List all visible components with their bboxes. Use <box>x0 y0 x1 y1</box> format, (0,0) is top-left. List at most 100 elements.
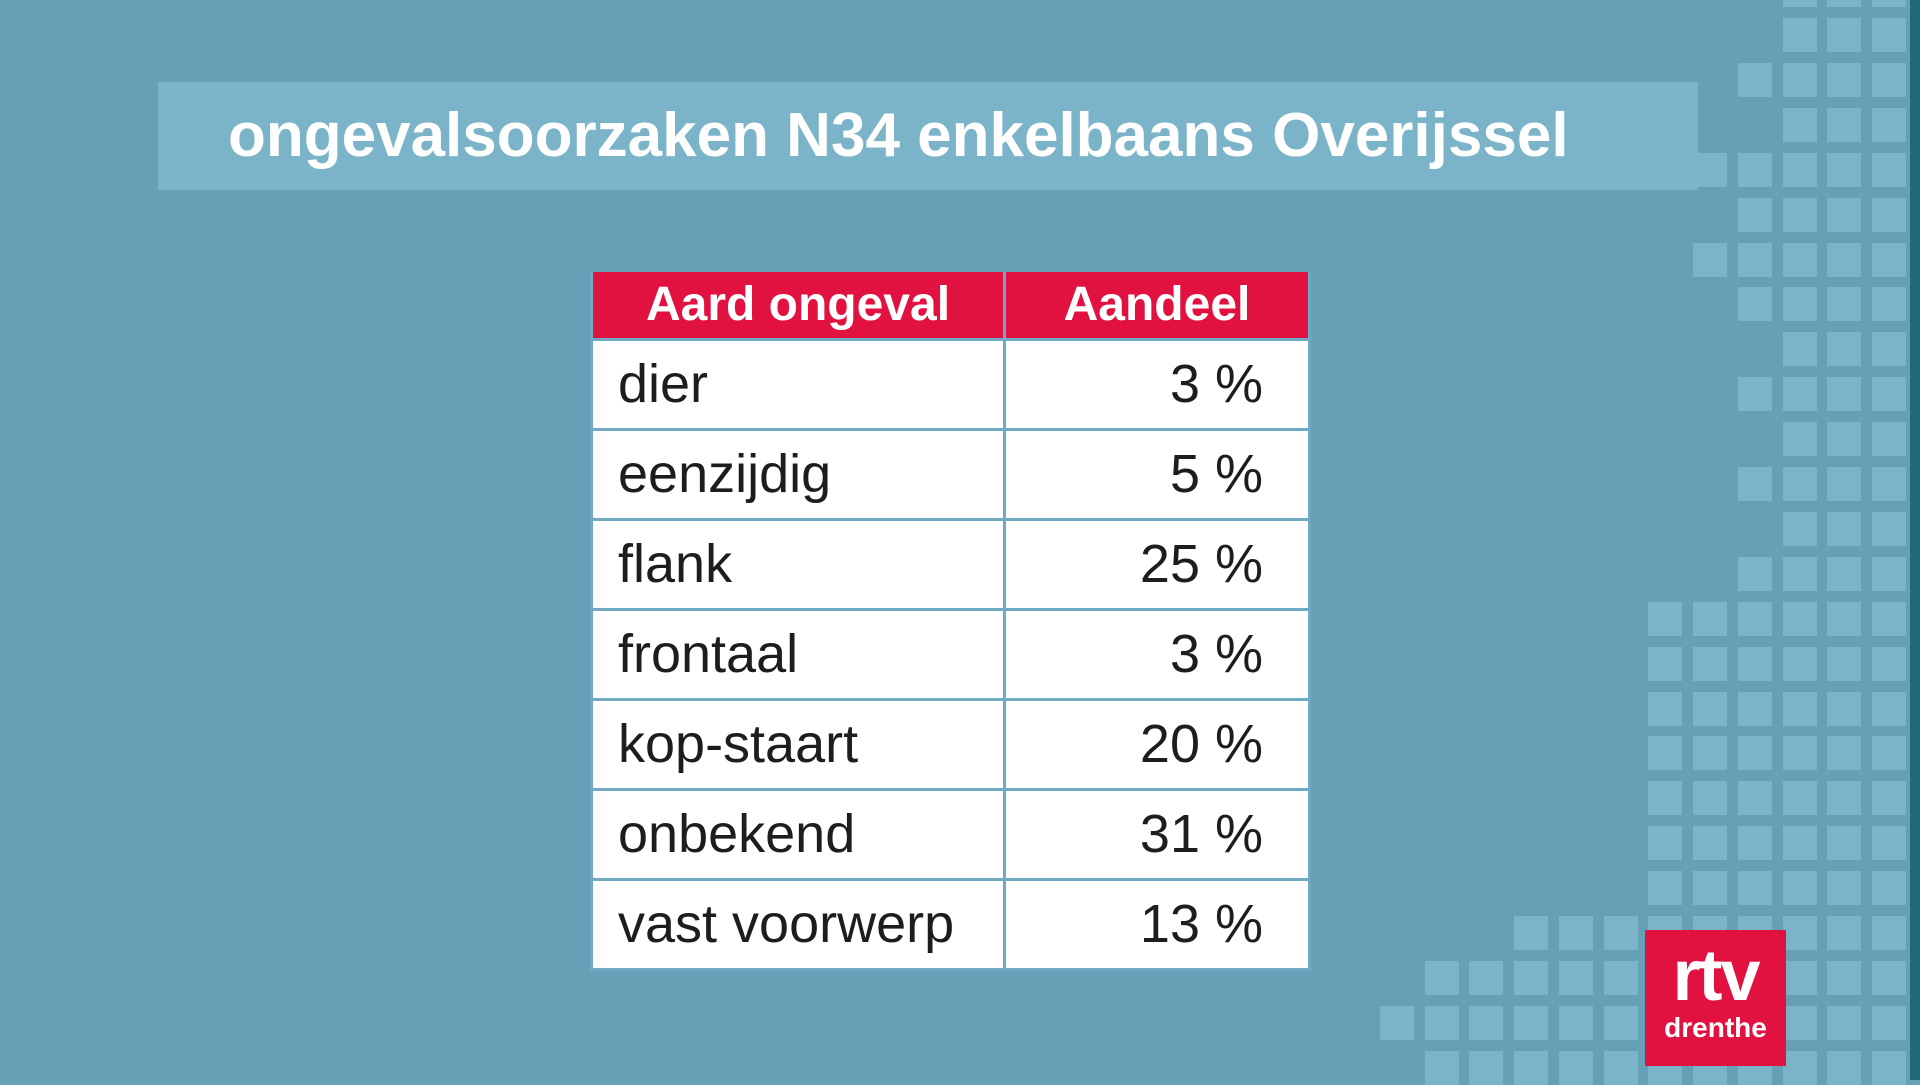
mosaic-square <box>1782 781 1817 816</box>
mosaic-square <box>1782 107 1817 142</box>
mosaic-square <box>1514 916 1548 950</box>
mosaic-square <box>1827 287 1862 322</box>
cell-share: 20 % <box>1006 701 1308 788</box>
mosaic-square <box>1737 556 1772 591</box>
cell-share: 25 % <box>1006 521 1308 608</box>
mosaic-square <box>1469 960 1504 995</box>
mosaic-square <box>1872 467 1906 501</box>
mosaic-square <box>1872 62 1906 97</box>
mosaic-square <box>1737 736 1772 771</box>
mosaic-square <box>1827 916 1862 950</box>
mosaic-square <box>1872 287 1906 322</box>
mosaic-square <box>1558 1050 1593 1085</box>
cell-cause: kop-staart <box>593 701 1003 788</box>
mosaic-square <box>1827 467 1862 501</box>
mosaic-square <box>1782 62 1817 97</box>
mosaic-square <box>1827 422 1862 457</box>
mosaic-square <box>1737 467 1772 501</box>
mosaic-square <box>1782 467 1817 501</box>
mosaic-square <box>1872 0 1906 8</box>
mosaic-square <box>1827 960 1862 995</box>
mosaic-square <box>1737 62 1772 97</box>
cell-cause: dier <box>593 341 1003 428</box>
mosaic-square <box>1872 377 1906 412</box>
mosaic-square <box>1693 736 1727 771</box>
mosaic-square <box>1782 646 1817 681</box>
mosaic-square <box>1514 1050 1548 1085</box>
mosaic-square <box>1872 826 1906 861</box>
mosaic-square <box>1514 1005 1548 1040</box>
mosaic-square <box>1782 18 1817 52</box>
mosaic-square <box>1872 601 1906 636</box>
mosaic-square <box>1872 556 1906 591</box>
mosaic-square <box>1737 871 1772 906</box>
mosaic-square <box>1782 736 1817 771</box>
mosaic-square <box>1872 197 1906 232</box>
mosaic-square <box>1782 556 1817 591</box>
mosaic-square <box>1782 960 1817 995</box>
mosaic-square <box>1693 242 1727 277</box>
mosaic-square <box>1782 826 1817 861</box>
page-title: ongevalsoorzaken N34 enkelbaans Overijss… <box>228 101 1569 170</box>
mosaic-square <box>1693 826 1727 861</box>
mosaic-square <box>1827 107 1862 142</box>
mosaic-square <box>1872 1050 1906 1085</box>
mosaic-square <box>1827 826 1862 861</box>
cell-cause: vast voorwerp <box>593 881 1003 968</box>
mosaic-square <box>1827 197 1862 232</box>
mosaic-square <box>1693 781 1727 816</box>
mosaic-square <box>1648 691 1683 726</box>
rtv-drenthe-logo: rtv drenthe <box>1645 930 1786 1066</box>
mosaic-square <box>1827 511 1862 546</box>
mosaic-square <box>1558 1005 1593 1040</box>
mosaic-square <box>1872 691 1906 726</box>
mosaic-square <box>1782 422 1817 457</box>
mosaic-square <box>1782 691 1817 726</box>
mosaic-square <box>1872 871 1906 906</box>
mosaic-square <box>1827 152 1862 187</box>
mosaic-square <box>1872 736 1906 771</box>
mosaic-square <box>1648 601 1683 636</box>
mosaic-square <box>1872 1005 1906 1040</box>
mosaic-square <box>1782 197 1817 232</box>
mosaic-square <box>1424 960 1459 995</box>
mosaic-square <box>1872 18 1906 52</box>
mosaic-square <box>1558 916 1593 950</box>
mosaic-square <box>1827 1050 1862 1085</box>
mosaic-square <box>1827 556 1862 591</box>
mosaic-square <box>1827 332 1862 367</box>
cell-share: 3 % <box>1006 341 1308 428</box>
mosaic-square <box>1827 781 1862 816</box>
cell-cause: onbekend <box>593 791 1003 878</box>
mosaic-square <box>1648 646 1683 681</box>
right-edge-strip <box>1910 0 1920 1080</box>
mosaic-square <box>1782 1005 1817 1040</box>
column-header-share: Aandeel <box>1006 272 1308 338</box>
mosaic-square <box>1872 422 1906 457</box>
mosaic-square <box>1469 1005 1504 1040</box>
mosaic-square <box>1782 511 1817 546</box>
mosaic-square <box>1872 781 1906 816</box>
mosaic-square <box>1782 242 1817 277</box>
mosaic-square <box>1693 691 1727 726</box>
mosaic-square <box>1648 826 1683 861</box>
mosaic-square <box>1693 646 1727 681</box>
cell-share: 31 % <box>1006 791 1308 878</box>
title-banner: ongevalsoorzaken N34 enkelbaans Overijss… <box>158 82 1698 190</box>
mosaic-square <box>1558 960 1593 995</box>
mosaic-square <box>1872 511 1906 546</box>
mosaic-square <box>1603 960 1638 995</box>
mosaic-square <box>1693 871 1727 906</box>
mosaic-square <box>1782 332 1817 367</box>
cell-share: 5 % <box>1006 431 1308 518</box>
mosaic-square <box>1827 18 1862 52</box>
mosaic-square <box>1514 960 1548 995</box>
mosaic-square <box>1872 107 1906 142</box>
mosaic-square <box>1782 287 1817 322</box>
mosaic-square <box>1782 1050 1817 1085</box>
mosaic-square <box>1782 0 1817 8</box>
mosaic-square <box>1737 377 1772 412</box>
cell-share: 3 % <box>1006 611 1308 698</box>
